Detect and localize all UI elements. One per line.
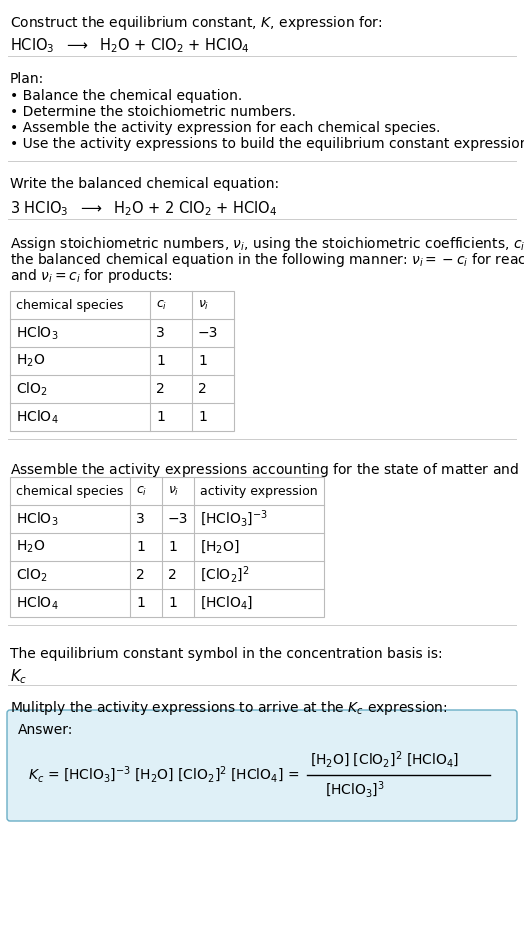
Text: $\nu_i$: $\nu_i$ <box>168 484 179 497</box>
Text: activity expression: activity expression <box>200 485 318 497</box>
Text: −3: −3 <box>168 512 188 526</box>
Text: Plan:: Plan: <box>10 72 44 86</box>
Text: 1: 1 <box>156 354 165 368</box>
Bar <box>10 477 324 617</box>
Text: • Use the activity expressions to build the equilibrium constant expression.: • Use the activity expressions to build … <box>10 137 524 151</box>
Text: HClO$_3$: HClO$_3$ <box>16 511 58 528</box>
Text: HClO$_4$: HClO$_4$ <box>16 594 59 612</box>
Text: Assign stoichiometric numbers, $\nu_i$, using the stoichiometric coefficients, $: Assign stoichiometric numbers, $\nu_i$, … <box>10 235 524 253</box>
Text: 1: 1 <box>198 354 207 368</box>
Text: [H$_2$O] [ClO$_2$]$^2$ [HClO$_4$]: [H$_2$O] [ClO$_2$]$^2$ [HClO$_4$] <box>310 750 459 771</box>
Text: 1: 1 <box>198 410 207 424</box>
FancyBboxPatch shape <box>7 710 517 821</box>
Text: [HClO$_4$]: [HClO$_4$] <box>200 595 253 611</box>
Text: Mulitply the activity expressions to arrive at the $K_c$ expression:: Mulitply the activity expressions to arr… <box>10 699 447 717</box>
Text: [HClO$_3$]$^{-3}$: [HClO$_3$]$^{-3}$ <box>200 509 268 530</box>
Text: 3: 3 <box>156 326 165 340</box>
Text: 3 HClO$_3$  $\longrightarrow$  H$_2$O + 2 ClO$_2$ + HClO$_4$: 3 HClO$_3$ $\longrightarrow$ H$_2$O + 2 … <box>10 199 278 217</box>
Text: 1: 1 <box>156 410 165 424</box>
Text: $K_c$ = [HClO$_3$]$^{-3}$ [H$_2$O] [ClO$_2$]$^2$ [HClO$_4$] =: $K_c$ = [HClO$_3$]$^{-3}$ [H$_2$O] [ClO$… <box>28 765 299 785</box>
Text: $K_c$: $K_c$ <box>10 667 27 686</box>
Text: H$_2$O: H$_2$O <box>16 353 45 369</box>
Text: The equilibrium constant symbol in the concentration basis is:: The equilibrium constant symbol in the c… <box>10 647 443 661</box>
Text: [ClO$_2$]$^2$: [ClO$_2$]$^2$ <box>200 565 249 586</box>
Text: −3: −3 <box>198 326 219 340</box>
Text: 1: 1 <box>168 540 177 554</box>
Text: $\nu_i$: $\nu_i$ <box>198 298 210 311</box>
Text: • Assemble the activity expression for each chemical species.: • Assemble the activity expression for e… <box>10 121 440 135</box>
Text: Construct the equilibrium constant, $K$, expression for:: Construct the equilibrium constant, $K$,… <box>10 14 383 32</box>
Text: 3: 3 <box>136 512 145 526</box>
Text: 2: 2 <box>198 382 207 396</box>
Text: ClO$_2$: ClO$_2$ <box>16 567 48 584</box>
Text: $c_i$: $c_i$ <box>136 484 147 497</box>
Text: the balanced chemical equation in the following manner: $\nu_i = -c_i$ for react: the balanced chemical equation in the fo… <box>10 251 524 269</box>
Text: • Balance the chemical equation.: • Balance the chemical equation. <box>10 89 242 103</box>
Text: chemical species: chemical species <box>16 299 123 311</box>
Text: 2: 2 <box>136 568 145 582</box>
Text: 2: 2 <box>156 382 165 396</box>
Text: HClO$_3$  $\longrightarrow$  H$_2$O + ClO$_2$ + HClO$_4$: HClO$_3$ $\longrightarrow$ H$_2$O + ClO$… <box>10 36 249 55</box>
Text: $c_i$: $c_i$ <box>156 298 167 311</box>
Text: [H$_2$O]: [H$_2$O] <box>200 539 239 555</box>
Text: Assemble the activity expressions accounting for the state of matter and $\nu_i$: Assemble the activity expressions accoun… <box>10 461 524 479</box>
Bar <box>10 291 234 431</box>
Text: • Determine the stoichiometric numbers.: • Determine the stoichiometric numbers. <box>10 105 296 119</box>
Text: and $\nu_i = c_i$ for products:: and $\nu_i = c_i$ for products: <box>10 267 173 285</box>
Text: Answer:: Answer: <box>18 723 73 737</box>
Text: HClO$_4$: HClO$_4$ <box>16 408 59 426</box>
Text: H$_2$O: H$_2$O <box>16 539 45 555</box>
Text: 2: 2 <box>168 568 177 582</box>
Text: HClO$_3$: HClO$_3$ <box>16 325 58 342</box>
Text: 1: 1 <box>136 596 145 610</box>
Text: Write the balanced chemical equation:: Write the balanced chemical equation: <box>10 177 279 191</box>
Text: ClO$_2$: ClO$_2$ <box>16 381 48 398</box>
Text: 1: 1 <box>168 596 177 610</box>
Text: 1: 1 <box>136 540 145 554</box>
Text: chemical species: chemical species <box>16 485 123 497</box>
Text: [HClO$_3$]$^3$: [HClO$_3$]$^3$ <box>325 780 385 800</box>
